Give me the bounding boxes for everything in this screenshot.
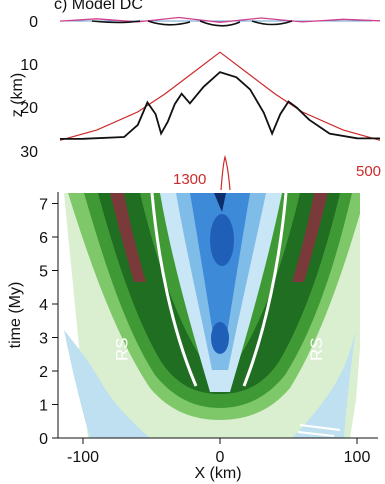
profile-y-axis: z (km) 0 10 20 30 (9, 14, 38, 161)
heatmap-axes: 0 1 2 3 4 5 6 7 -100 0 100 time (My) X (km) (7, 192, 378, 482)
heatmap-x-ticks: -100 0 100 (67, 438, 370, 466)
heatmap-core-right (292, 193, 328, 282)
isotherm-1300-tongue (220, 154, 231, 191)
heatmap-y-label: time (My) (7, 282, 24, 349)
topography-curve (60, 16, 380, 23)
heatmap-band-green-dark (98, 193, 340, 394)
heatmap-y-tick-label: 7 (39, 197, 48, 214)
panel-title: c) Model DC (54, 0, 143, 13)
heatmap-flank-right (292, 330, 356, 438)
heatmap-streak-bottom-right (297, 424, 341, 437)
heatmap-x-tick-label: -100 (67, 449, 99, 466)
heatmap-x-label: X (km) (194, 465, 241, 482)
isotherm-curve (60, 51, 380, 141)
heatmap-y-ticks: 0 1 2 3 4 5 6 7 (39, 197, 58, 448)
heatmap-streak-right (242, 192, 288, 387)
profile-panel: c) Model DC z (km) 0 10 20 30 1300 500 (9, 0, 381, 191)
heatmap-core-left (110, 193, 146, 282)
heatmap-y-tick-label: 6 (39, 230, 48, 247)
heatmap-blob-upper (210, 214, 234, 266)
heatmap-y-tick-label: 5 (39, 264, 48, 281)
heatmap-y-tick-label: 4 (39, 297, 48, 314)
heatmap-streak-left (150, 192, 198, 387)
isotherm-label-1300: 1300 (173, 171, 206, 188)
profile-y-tick: 0 (29, 14, 38, 31)
isotherm-label-500: 500 (356, 163, 381, 180)
heatmap-x-tick-label: 100 (344, 449, 371, 466)
heatmap-field (64, 192, 360, 438)
heatmap-y-tick-label: 1 (39, 398, 48, 415)
heatmap-flank-left (64, 330, 150, 438)
rs-annotation: RS (375, 242, 385, 266)
moho-curve (60, 71, 380, 140)
heatmap-y-tick-label: 2 (39, 364, 48, 381)
heatmap-center-blue (190, 193, 250, 340)
heatmap-x-tick-label: 0 (216, 449, 225, 466)
profile-y-tick: 10 (20, 57, 38, 74)
heatmap-y-tick-label: 0 (39, 431, 48, 448)
profile-y-tick: 20 (20, 100, 38, 117)
rs-annotation: RS (112, 337, 131, 361)
profile-y-tick: 30 (20, 144, 38, 161)
heatmap-blob-lower (211, 322, 229, 354)
rs-annotation: RS (307, 337, 326, 361)
heatmap-y-tick-label: 3 (39, 331, 48, 348)
topography-basin-left (91, 20, 293, 27)
profile-y-label: z (km) (9, 73, 26, 117)
heatmap-top-notch (214, 193, 226, 212)
